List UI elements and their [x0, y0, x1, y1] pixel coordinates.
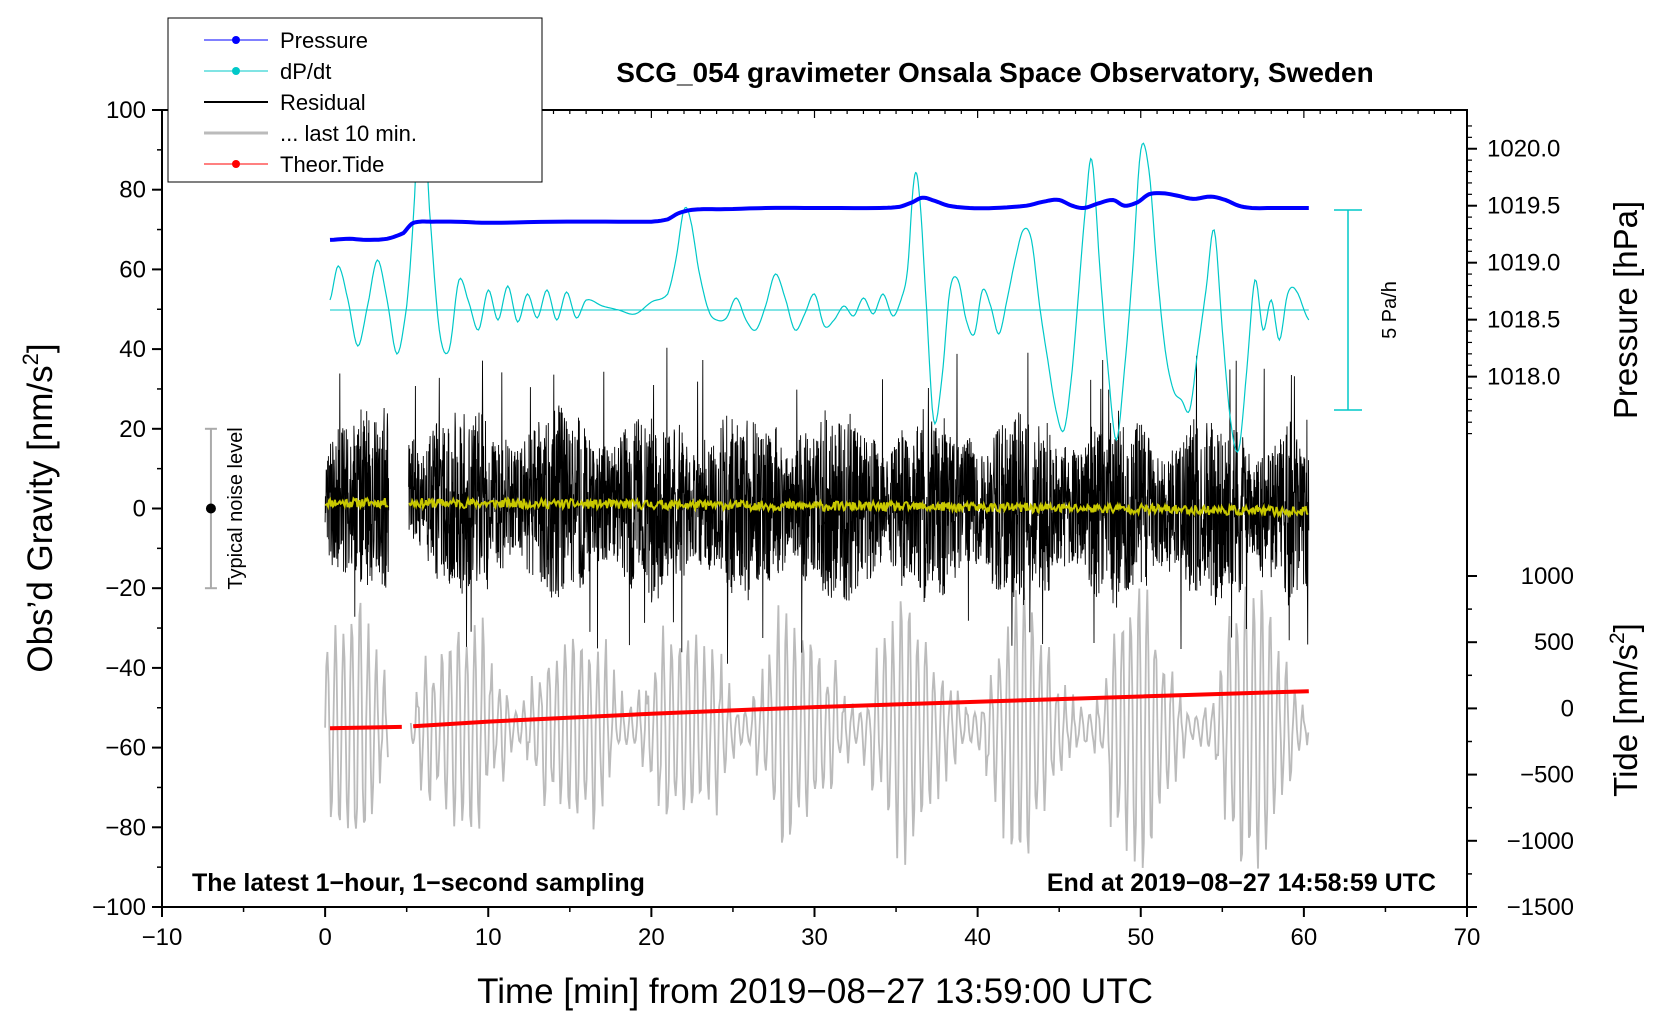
series-tide-segment-1 [329, 724, 402, 731]
legend-label: Residual [280, 90, 366, 115]
x-tick-label: 60 [1291, 924, 1318, 951]
y-tick-label: −40 [105, 655, 146, 682]
tide-tick-label: −1000 [1507, 828, 1574, 855]
x-tick-label: −10 [142, 924, 183, 951]
sampling-annotation: The latest 1−hour, 1−second sampling [192, 869, 645, 897]
tide-axis-label-text: Tide [nm/s [1607, 644, 1644, 797]
legend-marker [232, 67, 240, 75]
tide-tick-label: −500 [1520, 762, 1574, 789]
y-axis-label-left-sup: 2 [18, 353, 43, 365]
tide-tick-label: −1500 [1507, 894, 1574, 921]
x-tick-label: 10 [475, 924, 502, 951]
x-tick-label: 70 [1454, 924, 1481, 951]
y-tick-label: 40 [119, 336, 146, 363]
noise-level-indicator: Typical noise level [204, 427, 247, 590]
pressure-tick-label: 1020.0 [1487, 136, 1560, 163]
y-axis-label-left: Obs’d Gravity [nm/s2] [18, 343, 60, 672]
legend-box [167, 17, 543, 183]
tide-tick-label: 0 [1561, 695, 1574, 722]
y-tick-label: −20 [105, 575, 146, 602]
noise-dot [205, 503, 216, 514]
legend-label: ... last 10 min. [280, 121, 417, 146]
legend-label: Theor.Tide [280, 152, 384, 177]
y-tick-label: 60 [119, 256, 146, 283]
series-residual-mean [324, 495, 1309, 519]
tide-axis-label-end: ] [1607, 623, 1644, 632]
tide-axis-label: Tide [nm/s2] [1606, 623, 1644, 797]
tide-tick-label: 500 [1534, 629, 1574, 656]
y-tick-label: 80 [119, 177, 146, 204]
legend-label: dP/dt [280, 59, 331, 84]
tide-tick-label: 1000 [1521, 563, 1574, 590]
y-tick-label: −100 [92, 894, 146, 921]
pressure-tick-label: 1018.0 [1487, 364, 1560, 391]
x-tick-label: 30 [801, 924, 828, 951]
pressure-tick-label: 1019.5 [1487, 193, 1560, 220]
legend-label: Pressure [280, 28, 368, 53]
x-tick-label: 20 [638, 924, 665, 951]
series-last10 [324, 586, 1310, 869]
scale-bar-label: 5 Pa/h [1379, 281, 1401, 339]
legend-marker [232, 160, 240, 168]
end-time-annotation: End at 2019−08−27 14:58:59 UTC [1047, 869, 1436, 897]
x-tick-label: 0 [318, 924, 331, 951]
noise-label: Typical noise level [225, 427, 247, 589]
legend-marker [232, 36, 240, 44]
x-axis-label: Time [min] from 2019−08−27 13:59:00 UTC [477, 972, 1153, 1011]
pressure-tick-label: 1019.0 [1487, 250, 1560, 277]
y-tick-label: −80 [105, 814, 146, 841]
y-tick-label: −60 [105, 735, 146, 762]
y-axis-label-left-end: ] [21, 343, 60, 353]
y-tick-label: 100 [106, 97, 146, 124]
x-tick-label: 50 [1127, 924, 1154, 951]
series-pressure [329, 191, 1309, 242]
pressure-axis-label: Pressure [hPa] [1607, 201, 1644, 419]
x-tick-label: 40 [964, 924, 991, 951]
chart-title: SCG_054 gravimeter Onsala Space Observat… [616, 57, 1373, 88]
legend: Pressure dP/dt Residual ... last 10 min. The… [167, 17, 543, 183]
series-dpdt [329, 79, 1310, 454]
y-axis-label-left-text: Obs’d Gravity [nm/s [21, 365, 60, 672]
series-tide-segment-2 [413, 689, 1309, 729]
y-tick-label: 20 [119, 416, 146, 443]
y-tick-label: 0 [133, 496, 146, 523]
dpdt-scale-bar: 5 Pa/h [1334, 209, 1401, 411]
pressure-tick-label: 1018.5 [1487, 307, 1560, 334]
tide-axis-label-sup: 2 [1606, 632, 1629, 644]
